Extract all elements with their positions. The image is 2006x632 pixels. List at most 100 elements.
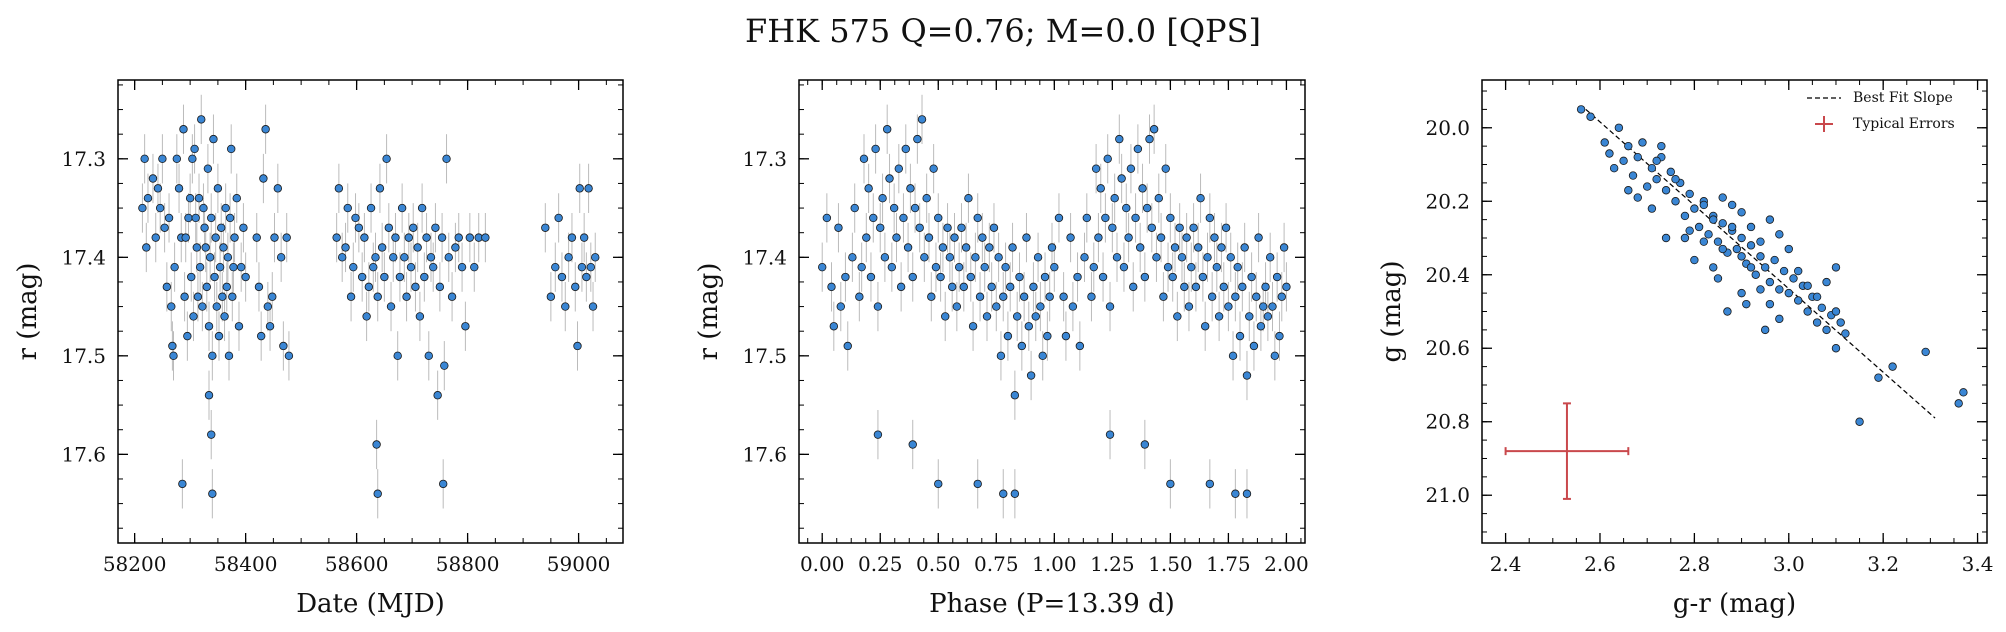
data-point bbox=[966, 272, 975, 282]
data-point bbox=[170, 262, 179, 272]
data-point bbox=[1812, 292, 1822, 302]
data-point bbox=[1038, 351, 1047, 361]
data-point bbox=[1268, 302, 1277, 311]
data-point bbox=[1609, 163, 1619, 173]
data-point bbox=[185, 194, 195, 203]
data-point bbox=[1775, 230, 1784, 239]
data-point bbox=[917, 115, 927, 124]
data-point bbox=[894, 164, 904, 173]
data-point bbox=[987, 282, 996, 292]
data-point bbox=[943, 223, 952, 232]
data-point bbox=[1713, 274, 1723, 283]
data-point bbox=[411, 282, 420, 292]
data-point bbox=[1152, 253, 1161, 262]
data-point bbox=[945, 253, 955, 262]
data-point bbox=[357, 272, 367, 282]
data-point bbox=[366, 203, 376, 213]
data-point bbox=[1959, 388, 1968, 397]
data-point bbox=[1709, 215, 1718, 224]
data-point bbox=[372, 440, 381, 449]
data-point bbox=[212, 302, 221, 311]
data-point bbox=[184, 213, 193, 223]
data-point bbox=[827, 282, 836, 292]
data-point bbox=[1652, 175, 1661, 184]
data-point bbox=[1094, 233, 1103, 242]
data-point bbox=[454, 233, 463, 242]
data-point bbox=[575, 184, 584, 193]
data-point bbox=[1180, 282, 1189, 292]
x-axis-label: g-r (mag) bbox=[1673, 589, 1796, 619]
data-point bbox=[892, 233, 901, 242]
data-point bbox=[889, 203, 899, 213]
data-point bbox=[1652, 156, 1661, 166]
data-point bbox=[1704, 230, 1713, 239]
data-point bbox=[1022, 233, 1031, 242]
data-point bbox=[1103, 154, 1112, 164]
data-point bbox=[261, 125, 270, 134]
data-point bbox=[1031, 312, 1040, 321]
data-point bbox=[573, 341, 582, 351]
data-point bbox=[950, 233, 959, 242]
data-point bbox=[440, 361, 449, 370]
data-point bbox=[470, 262, 479, 272]
data-point bbox=[435, 282, 445, 292]
data-point bbox=[1075, 341, 1085, 351]
data-point bbox=[1765, 277, 1775, 287]
data-point bbox=[409, 223, 418, 232]
data-point bbox=[1661, 233, 1671, 243]
data-point bbox=[1008, 243, 1017, 252]
data-point bbox=[362, 312, 371, 321]
x-tick-label: 2.00 bbox=[1264, 552, 1309, 576]
data-point bbox=[1756, 252, 1765, 261]
data-point bbox=[1110, 194, 1119, 203]
data-point bbox=[554, 213, 563, 223]
data-point bbox=[371, 253, 380, 262]
data-point bbox=[546, 292, 556, 301]
data-point bbox=[1732, 244, 1742, 254]
data-point bbox=[1010, 489, 1020, 498]
data-point bbox=[1277, 292, 1286, 301]
data-point bbox=[1614, 123, 1624, 132]
x-axis-label: Phase (P=13.39 d) bbox=[929, 589, 1175, 619]
y-axis-label: r (mag) bbox=[13, 263, 43, 361]
data-point bbox=[1187, 262, 1196, 272]
data-point bbox=[215, 262, 225, 272]
data-point bbox=[1210, 233, 1219, 242]
data-point bbox=[1154, 194, 1163, 203]
data-point bbox=[971, 253, 980, 262]
data-point bbox=[1954, 399, 1963, 408]
data-point bbox=[880, 253, 890, 262]
data-point bbox=[1263, 312, 1273, 321]
data-point bbox=[903, 243, 913, 252]
data-point bbox=[1718, 219, 1727, 228]
data-point bbox=[279, 341, 288, 351]
data-point bbox=[192, 243, 202, 252]
data-point bbox=[1098, 272, 1108, 282]
data-point bbox=[1226, 253, 1235, 262]
y-tick-label: 20.0 bbox=[1425, 116, 1470, 140]
data-point bbox=[980, 262, 989, 272]
y-tick-label: 17.5 bbox=[61, 344, 106, 368]
data-point bbox=[908, 272, 917, 282]
data-point bbox=[541, 223, 550, 232]
data-point bbox=[254, 282, 264, 292]
data-point bbox=[1015, 272, 1024, 282]
data-point bbox=[437, 233, 447, 242]
data-point bbox=[218, 292, 227, 301]
data-point bbox=[964, 194, 973, 203]
data-point bbox=[1742, 299, 1751, 309]
data-point bbox=[393, 351, 402, 361]
data-point bbox=[1161, 164, 1170, 173]
data-point bbox=[1874, 373, 1883, 382]
data-point bbox=[910, 203, 920, 213]
data-point bbox=[1026, 371, 1036, 380]
data-point bbox=[1149, 125, 1159, 134]
data-point bbox=[1699, 237, 1709, 246]
data-point bbox=[256, 331, 266, 341]
data-point bbox=[947, 282, 957, 292]
data-point bbox=[400, 253, 409, 262]
data-point bbox=[1685, 189, 1694, 199]
x-tick-label: 0.00 bbox=[800, 552, 845, 576]
data-point bbox=[380, 272, 389, 282]
data-point bbox=[207, 430, 216, 439]
